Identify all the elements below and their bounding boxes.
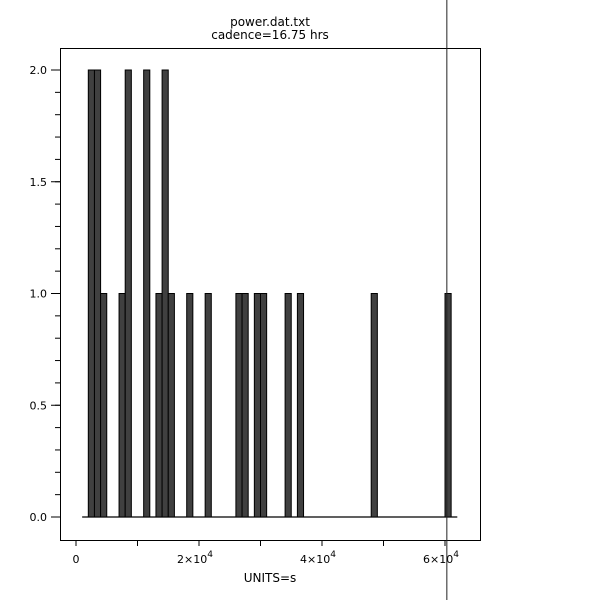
chart-subtitle: cadence=16.75 hrs xyxy=(211,28,329,42)
x-tick-label: 0 xyxy=(73,553,80,566)
histogram-bar xyxy=(204,293,212,518)
histogram-bar xyxy=(124,69,132,518)
histogram-bar xyxy=(186,293,194,518)
x-axis-label: UNITS=s xyxy=(244,571,297,585)
x-tick-label: 2×104 xyxy=(177,550,213,566)
histogram-bar xyxy=(118,293,126,518)
plot-frame xyxy=(60,48,481,541)
histogram-bar xyxy=(143,69,151,518)
histogram-bar xyxy=(87,69,95,518)
histogram-bar xyxy=(284,293,292,518)
x-tick-label: 4×104 xyxy=(300,550,336,566)
y-tick-label: 2.0 xyxy=(30,64,48,77)
bars-group xyxy=(82,69,458,518)
histogram-bar xyxy=(161,69,169,518)
histogram-bar xyxy=(241,293,249,518)
y-tick-label: 1.0 xyxy=(30,288,48,301)
histogram-bar xyxy=(296,293,305,518)
y-axis: 0.0 0.5 1.0 1.5 2.0 xyxy=(30,64,60,524)
histogram-bar xyxy=(260,293,268,518)
y-tick-label: 0.5 xyxy=(30,399,48,412)
histogram-bar xyxy=(444,293,452,518)
chart-title: power.dat.txt xyxy=(230,15,310,29)
histogram-bar xyxy=(155,293,163,518)
y-tick-label: 1.5 xyxy=(30,176,48,189)
histogram-bar xyxy=(167,293,175,518)
x-axis: 0 2×104 4×104 6×104 xyxy=(73,541,459,566)
histogram-bar xyxy=(253,293,262,518)
histogram-bar xyxy=(370,293,378,518)
y-tick-label: 0.0 xyxy=(30,511,48,524)
x-tick-label: 6×104 xyxy=(423,550,459,566)
histogram-bar xyxy=(93,69,102,518)
histogram-bar xyxy=(100,293,108,518)
histogram-bar xyxy=(235,293,243,518)
